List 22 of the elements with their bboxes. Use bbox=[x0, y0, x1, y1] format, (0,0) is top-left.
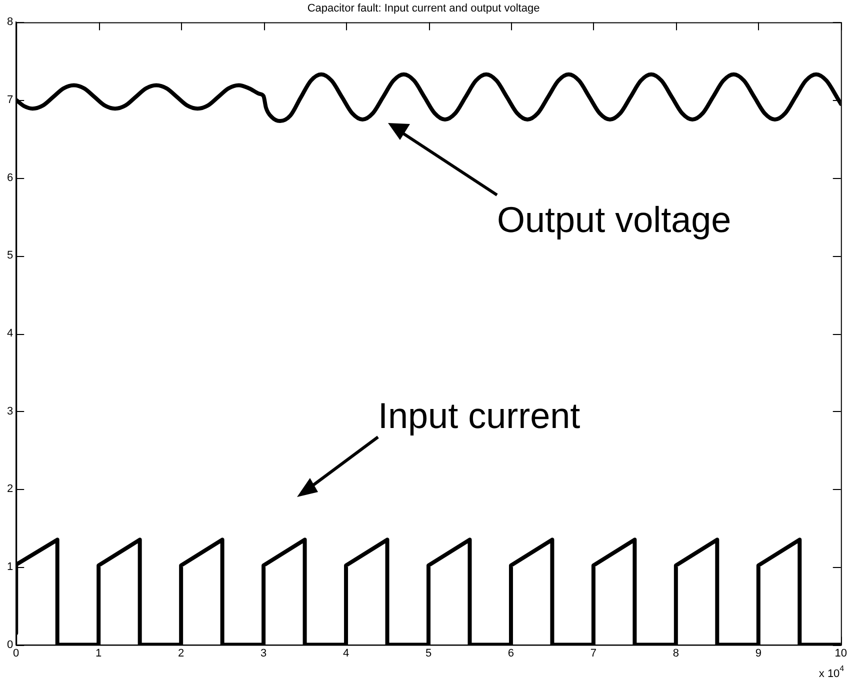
y-tick-label: 6 bbox=[6, 172, 14, 184]
annotation: Input current bbox=[378, 394, 580, 436]
x-tick-label: 9 bbox=[755, 647, 762, 660]
y-tick-label: 4 bbox=[6, 328, 14, 340]
x-tick-label: 2 bbox=[178, 647, 184, 660]
annotation: Output voltage bbox=[497, 198, 732, 240]
y-tick-label: 8 bbox=[6, 16, 14, 28]
x-tick-label: 4 bbox=[342, 647, 350, 660]
x-tick-label: 10 bbox=[834, 647, 848, 660]
y-tick-label: 2 bbox=[6, 483, 14, 496]
y-tick-label: 0 bbox=[6, 638, 14, 651]
y-tick-label: 1 bbox=[6, 561, 14, 574]
y-tick-label: 5 bbox=[6, 250, 14, 262]
x-tick-label: 6 bbox=[508, 647, 514, 660]
y-tick-label: 3 bbox=[6, 405, 14, 418]
x-tick-label: 8 bbox=[672, 647, 679, 660]
x-tick-label: 3 bbox=[260, 647, 267, 660]
y-tick-label: 7 bbox=[6, 94, 14, 106]
x-tick-label: 7 bbox=[590, 647, 597, 660]
chart-title: Capacitor fault: Input current and output voltage bbox=[307, 2, 540, 15]
x-tick-label: 1 bbox=[96, 647, 102, 660]
x-tick-label: 5 bbox=[425, 647, 432, 660]
